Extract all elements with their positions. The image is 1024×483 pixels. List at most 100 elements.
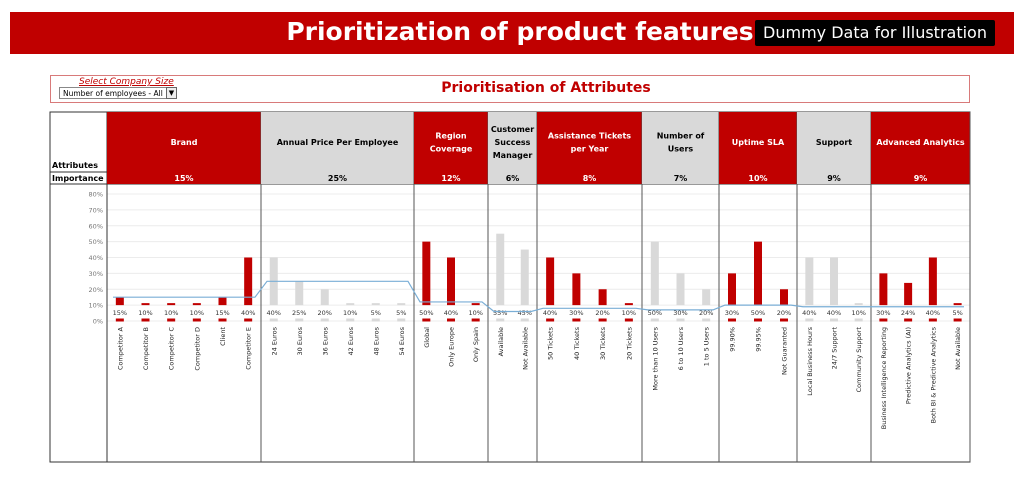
category-label: 1 to 5 Users	[703, 326, 711, 366]
bar	[115, 297, 124, 306]
data-label: 40%	[802, 309, 816, 317]
data-label: 20%	[595, 309, 609, 317]
marker	[346, 318, 355, 322]
data-label: 15%	[215, 309, 229, 317]
attribute-header-cell	[719, 112, 797, 172]
chart-subtitle: Prioritisation of Attributes	[441, 80, 651, 96]
bar	[624, 303, 633, 306]
attribute-header: Assistance Tickets per Year	[548, 132, 631, 154]
marker	[192, 318, 201, 322]
marker	[269, 318, 278, 322]
data-label: 55%	[493, 309, 507, 317]
data-label: 20%	[699, 309, 713, 317]
attribute-header-cell	[414, 112, 488, 172]
category-label: 30 Tickets	[599, 326, 607, 360]
bar	[702, 289, 711, 306]
marker	[624, 318, 633, 322]
title-banner: Prioritization of product features Dummy…	[10, 12, 1014, 54]
data-label: 10%	[164, 309, 178, 317]
marker	[167, 318, 176, 322]
data-label: 40%	[543, 309, 557, 317]
importance-value: 10%	[748, 174, 767, 183]
marker	[447, 318, 455, 322]
bar	[295, 281, 304, 306]
bar	[546, 257, 555, 306]
marker	[141, 318, 150, 322]
category-label: Not Available	[521, 327, 529, 370]
category-label: 54 Euros	[398, 326, 406, 355]
bar	[218, 297, 227, 306]
importance-cell	[414, 172, 488, 184]
data-label: 40%	[827, 309, 841, 317]
attribute-header: Region Coverage	[430, 132, 473, 154]
category-label: Competitor A	[116, 326, 124, 370]
data-label: 5%	[396, 309, 406, 317]
marker	[397, 318, 406, 322]
category-label: 99.90%	[729, 327, 737, 352]
importance-cell	[488, 172, 537, 184]
data-label: 30%	[569, 309, 583, 317]
category-label: Client	[219, 327, 227, 346]
bar	[520, 249, 529, 306]
category-label: Community Support	[855, 327, 863, 393]
category-label: Local Business Hours	[806, 326, 814, 395]
y-tick-label: 80%	[89, 191, 103, 199]
data-label: 30%	[673, 309, 687, 317]
data-label: 10%	[851, 309, 865, 317]
marker	[805, 318, 814, 322]
importance-line	[113, 280, 964, 313]
marker	[830, 318, 838, 322]
marker	[728, 318, 736, 322]
data-label: 10%	[343, 309, 357, 317]
company-size-value: Number of employees - All	[63, 89, 163, 98]
bar	[496, 233, 505, 306]
attribute-header: Support	[816, 138, 852, 147]
bar	[320, 289, 329, 306]
bar	[422, 241, 431, 306]
importance-value: 9%	[914, 174, 928, 183]
marker	[115, 318, 124, 322]
importance-cell	[537, 172, 642, 184]
data-label: 20%	[318, 309, 332, 317]
category-label: 24/7 Support	[831, 327, 839, 370]
category-label: 99.95%	[755, 327, 763, 352]
importance-value: 8%	[583, 174, 597, 183]
data-label: 25%	[292, 309, 306, 317]
importance-cell	[871, 172, 970, 184]
attribute-header: Uptime SLA	[732, 138, 785, 147]
marker	[598, 318, 607, 322]
marker	[218, 318, 227, 322]
select-company-size-label: Select Company Size	[79, 77, 174, 87]
category-label: Both BI & Predictive Analytics	[929, 326, 937, 423]
chevron-down-icon[interactable]: ▼	[166, 87, 177, 99]
attribute-header-cell	[537, 112, 642, 172]
bar	[346, 303, 355, 306]
category-label: Competitor C	[168, 327, 176, 371]
category-label: Not Guaranted	[781, 327, 789, 375]
category-label: 6 to 10 Users	[677, 326, 685, 370]
marker	[754, 318, 762, 322]
category-label: Business Intelligence Reporting	[880, 327, 888, 429]
importance-value: 7%	[674, 174, 688, 183]
importance-cell	[642, 172, 719, 184]
dummy-data-badge: Dummy Data for Illustration	[755, 20, 995, 46]
category-label: Not Available	[954, 327, 962, 370]
y-tick-label: 10%	[89, 302, 103, 310]
bar	[754, 241, 762, 306]
marker	[928, 318, 937, 322]
bar	[650, 241, 659, 306]
importance-value: 12%	[441, 174, 460, 183]
data-label: 40%	[926, 309, 940, 317]
category-label: 40 Tickets	[573, 326, 581, 360]
data-label: 40%	[444, 309, 458, 317]
marker	[953, 318, 962, 322]
bar	[447, 257, 455, 306]
data-label: 20%	[777, 309, 791, 317]
marker	[295, 318, 304, 322]
marker	[496, 318, 505, 322]
bar	[879, 273, 888, 306]
company-size-select[interactable]: Number of employees - All ▼	[59, 87, 177, 99]
category-label: Only Europe	[448, 327, 456, 367]
attribute-header: Annual Price Per Employee	[277, 138, 399, 147]
data-label: 30%	[725, 309, 739, 317]
